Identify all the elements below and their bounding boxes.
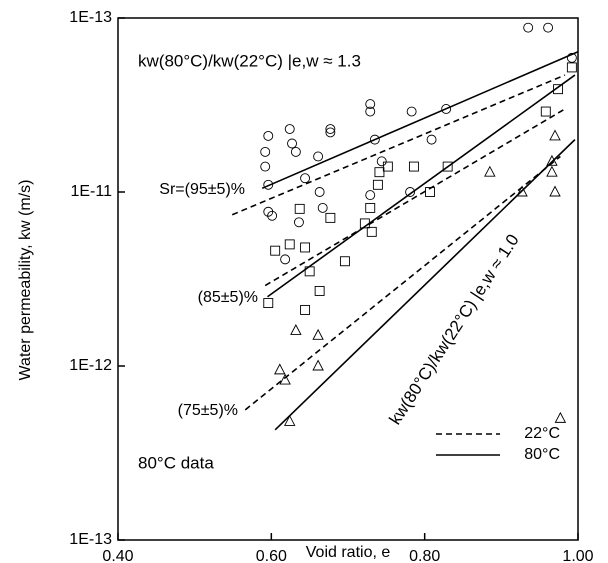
x-tick-label: 0.60 xyxy=(256,548,287,563)
data-point xyxy=(382,161,393,172)
data-point xyxy=(283,414,296,426)
y-tick-label: 1E-13 xyxy=(69,531,112,548)
data-point xyxy=(284,124,295,135)
data-point xyxy=(260,146,271,157)
data-point xyxy=(280,254,291,265)
data-point xyxy=(405,187,416,197)
data-point xyxy=(365,106,376,117)
data-point xyxy=(314,187,325,197)
data-point xyxy=(300,304,311,315)
data-point xyxy=(284,239,295,250)
fit-line xyxy=(267,74,576,298)
curve-label: (75±5)% xyxy=(178,402,238,419)
data-point xyxy=(290,146,301,157)
data-point xyxy=(287,138,297,149)
data-point xyxy=(406,106,417,117)
data-point xyxy=(441,104,452,114)
data-point xyxy=(263,130,274,141)
data-point xyxy=(566,62,577,73)
data-point xyxy=(543,22,554,33)
data-point xyxy=(304,266,315,277)
data-point xyxy=(374,167,385,178)
fit-line xyxy=(231,74,566,216)
data-point xyxy=(546,154,558,166)
data-point xyxy=(260,161,271,172)
data-point xyxy=(366,226,377,237)
data-point xyxy=(365,190,376,201)
data-point xyxy=(293,217,304,228)
ratio-annotation: kw(80°C)/kw(22°C) |e,w ≈ 1.0 xyxy=(385,231,522,428)
data-point xyxy=(553,84,564,95)
data-point xyxy=(263,298,274,309)
curve-label: Sr=(95±5)% xyxy=(159,181,245,198)
data-point xyxy=(426,134,437,145)
data-point xyxy=(540,106,551,117)
data-point xyxy=(425,187,435,197)
data-point xyxy=(300,173,311,184)
curve-label: (85±5)% xyxy=(198,289,258,306)
legend-label: 80°C xyxy=(524,446,560,463)
y-axis-label: Water permeability, kw (m/s) xyxy=(17,180,34,381)
data-point xyxy=(263,179,274,190)
data-point xyxy=(279,373,291,385)
data-point xyxy=(274,363,286,375)
data-point xyxy=(546,165,558,177)
data-point xyxy=(317,202,328,213)
data-point xyxy=(270,245,281,256)
x-tick-label: 1.00 xyxy=(562,548,593,563)
y-tick-label: 1E-11 xyxy=(70,183,112,200)
data-point xyxy=(365,99,376,110)
x-axis-label: Void ratio, e xyxy=(306,544,391,561)
data-annotation: 80°C data xyxy=(138,453,214,472)
y-tick-label: 1E-13 xyxy=(69,9,112,26)
data-point xyxy=(294,203,305,214)
data-point xyxy=(442,161,453,172)
data-point xyxy=(523,22,534,33)
fit-line xyxy=(261,50,579,190)
plot-frame xyxy=(117,17,579,541)
data-point xyxy=(566,52,577,63)
data-point xyxy=(516,185,528,197)
x-tick-label: 0.80 xyxy=(409,548,440,563)
data-point xyxy=(300,242,311,253)
fit-line xyxy=(244,155,561,411)
data-point xyxy=(365,202,376,213)
data-point xyxy=(484,165,496,177)
fit-line xyxy=(264,108,566,287)
data-point xyxy=(325,127,336,138)
ratio-annotation: kw(80°C)/kw(22°C) |e,w ≈ 1.3 xyxy=(138,51,361,70)
data-point xyxy=(314,285,325,296)
legend-label: 22°C xyxy=(524,425,560,442)
fit-line xyxy=(274,139,576,431)
data-point xyxy=(325,124,336,135)
data-point xyxy=(359,218,370,229)
data-point xyxy=(372,179,383,190)
data-point xyxy=(313,151,324,162)
data-point xyxy=(369,134,380,145)
data-point xyxy=(325,212,336,223)
data-point xyxy=(554,411,567,423)
data-point xyxy=(549,185,561,197)
data-point xyxy=(376,156,387,167)
data-point xyxy=(267,210,278,221)
data-point xyxy=(339,256,350,267)
data-point xyxy=(290,324,302,335)
data-point xyxy=(312,328,324,340)
data-point xyxy=(549,129,561,141)
x-tick-label: 0.40 xyxy=(102,548,133,563)
y-tick-label: 1E-12 xyxy=(69,357,112,374)
data-point xyxy=(408,161,419,172)
data-point xyxy=(312,359,324,371)
